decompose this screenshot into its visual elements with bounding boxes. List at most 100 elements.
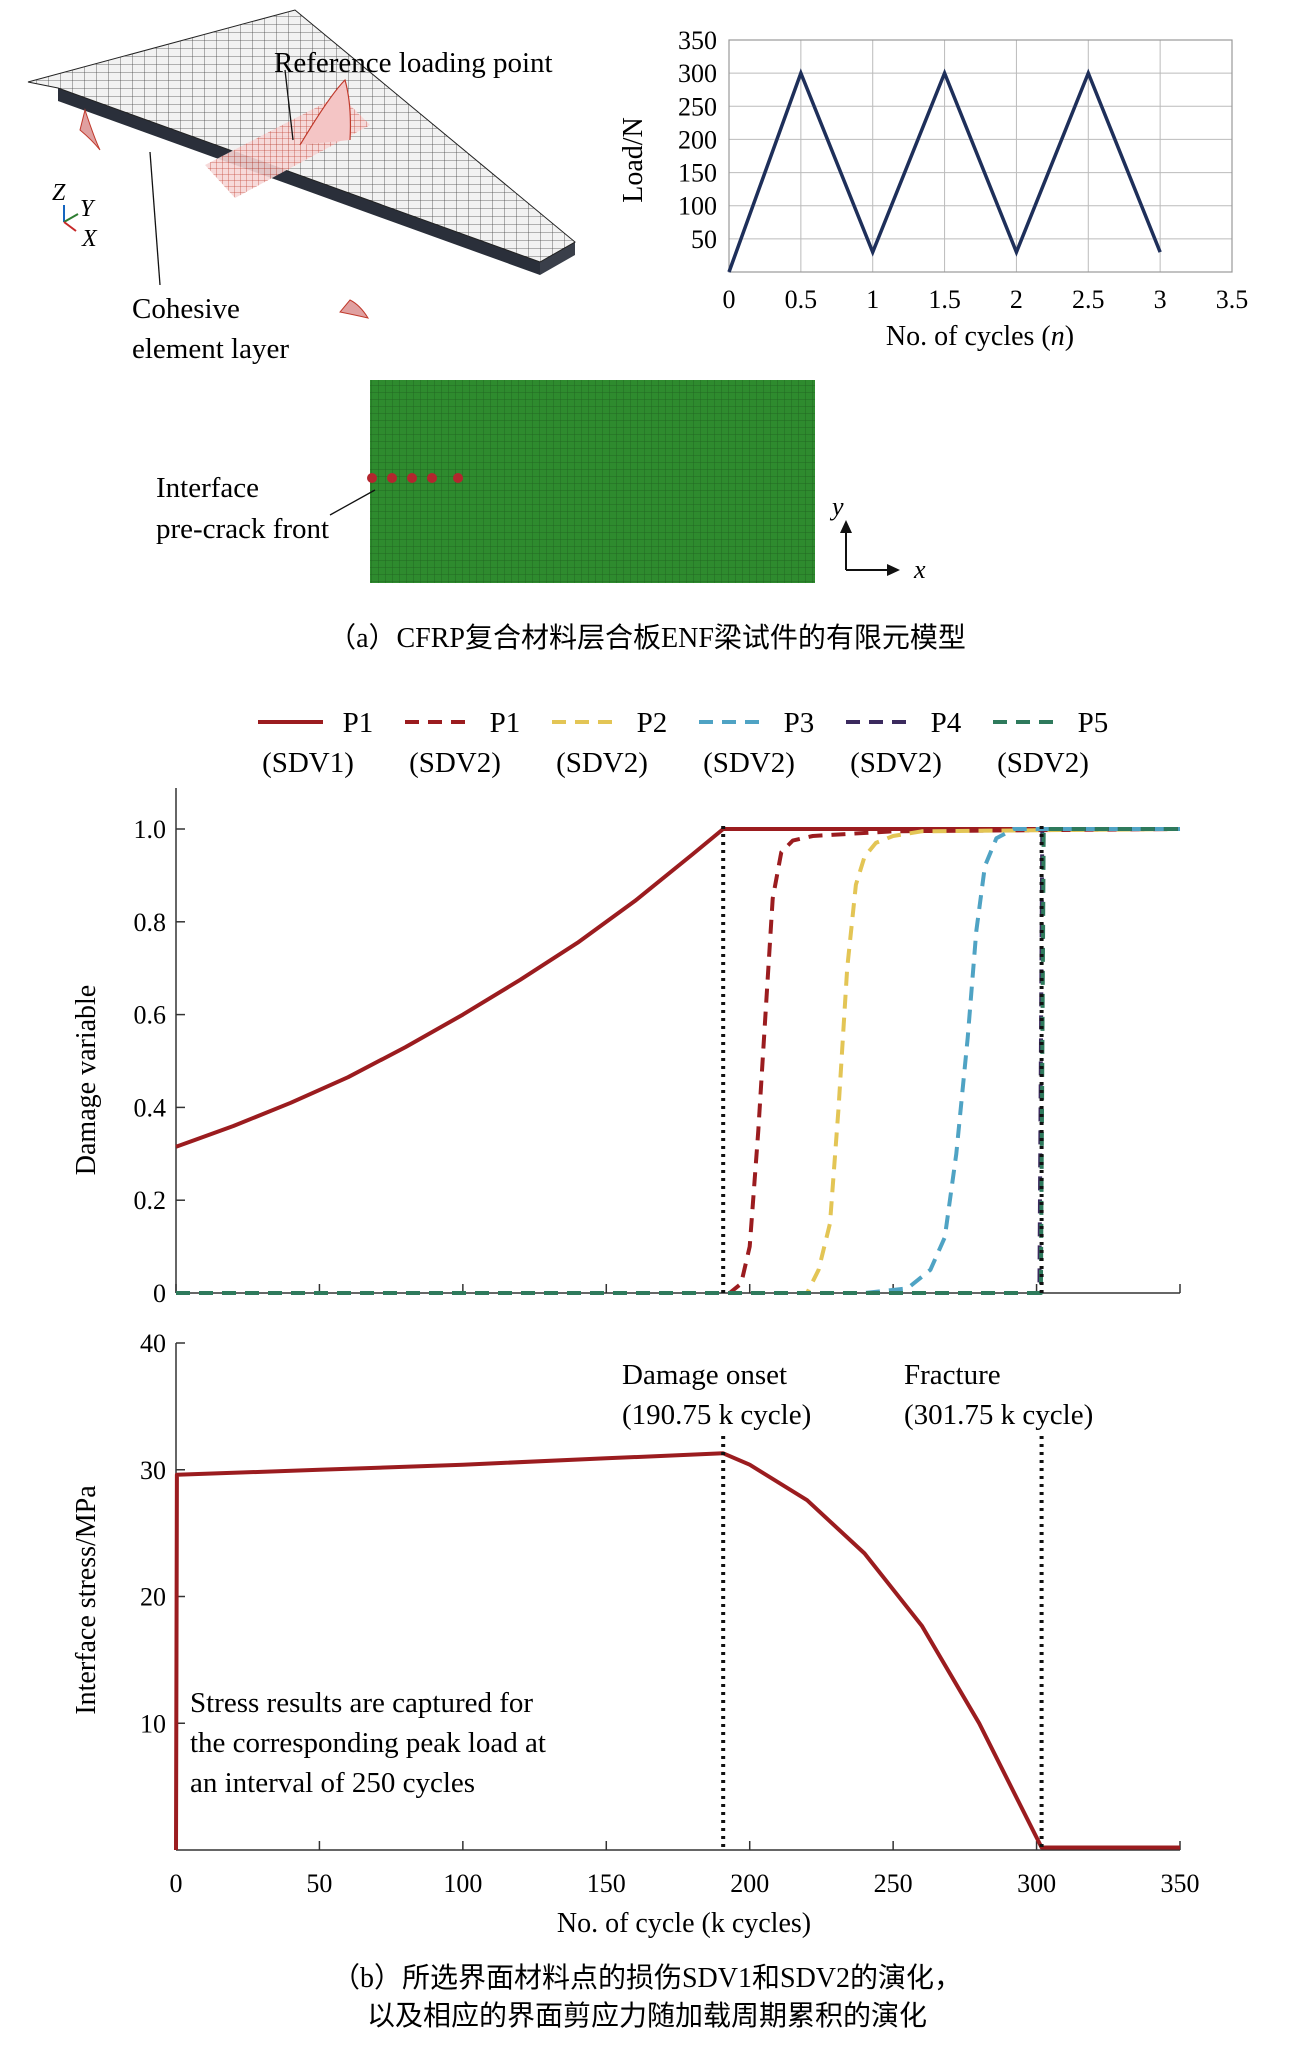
legend-sublabel: (SDV1) [262, 747, 354, 779]
legend-label: P3 [784, 707, 815, 739]
damage-y-tick: 0.8 [134, 908, 167, 937]
stress-y-axis-label: Interface stress/MPa [71, 1485, 102, 1715]
stress-y-tick: 10 [140, 1709, 166, 1738]
stress-axis-ticks: 10 20 30 40 0 50 100 150 200 250 300 350 [140, 1329, 1200, 1898]
load-y-tick: 150 [678, 159, 717, 188]
panel-b-caption-line-2: 以及相应的界面剪应力随加载周期累积的演化 [367, 2000, 927, 2032]
stress-vertical-markers [721, 1436, 1044, 1850]
precrack-label-1: Interface [156, 472, 259, 504]
fe-mesh-2d [329, 380, 900, 583]
stress-x-tick: 0 [170, 1869, 183, 1898]
beam-side-face [58, 88, 540, 275]
triad-y-label: Y [80, 196, 96, 222]
damage-y-tick: 0.2 [134, 1186, 167, 1215]
load-x-tick: 2 [1010, 285, 1023, 314]
damage-chart: 0 0.2 0.4 0.6 0.8 1.0 Damage variable [71, 788, 1181, 1308]
right-support [339, 299, 370, 319]
left-support [79, 108, 101, 151]
stress-x-tick: 350 [1161, 1869, 1200, 1898]
load-x-axis-label: No. of cycles (n) [886, 321, 1074, 352]
cohesive-label-2: element layer [132, 333, 289, 365]
damage-series-group [175, 827, 1181, 1295]
cohesive-label-1: Cohesive [132, 293, 240, 325]
load-x-tick-labels: 0 0.5 1 1.5 2 2.5 3 3.5 [723, 285, 1249, 314]
damage-series-line [176, 827, 1180, 1295]
load-y-axis-label: Load/N [618, 117, 649, 203]
triad-x-label: X [81, 226, 98, 252]
stress-x-axis-label: No. of cycle (k cycles) [557, 1908, 811, 1939]
damage-y-tick: 0 [153, 1279, 166, 1308]
legend-label: P2 [637, 707, 668, 739]
stress-chart: 10 20 30 40 0 50 100 150 200 250 300 350 Interface … [71, 1329, 1200, 1939]
stress-series-group [174, 1451, 1180, 1851]
damage-series-line [175, 827, 1180, 1149]
cohesive-leader [149, 151, 161, 286]
reference-loading-label: Reference loading point [274, 47, 553, 79]
mesh-x-arrowhead-icon [887, 564, 900, 576]
load-x-tick: 0 [723, 285, 736, 314]
fracture-value: (301.75 k cycle) [904, 1399, 1093, 1431]
load-series-line [727, 68, 1162, 273]
triad-icon [63, 205, 79, 232]
damage-y-tick: 1.0 [134, 815, 167, 844]
legend-sublabel: (SDV2) [703, 747, 795, 779]
load-x-tick: 0.5 [785, 285, 818, 314]
load-chart-grid [728, 39, 1233, 272]
damage-series-line [176, 827, 1180, 1295]
stress-note-1: Stress results are captured for [190, 1687, 533, 1719]
legend-sublabel: (SDV2) [850, 747, 942, 779]
fracture-label: Fracture [904, 1359, 1001, 1391]
load-x-tick: 3.5 [1216, 285, 1249, 314]
legend-label: P1 [490, 707, 521, 739]
precrack-leader [329, 489, 376, 516]
legend-label: P5 [1078, 707, 1109, 739]
damage-axis-ticks: 0 0.2 0.4 0.6 0.8 1.0 [134, 815, 1181, 1308]
fe-model-3d [27, 9, 576, 319]
legend-label: P1 [343, 707, 374, 739]
triad-z-label: Z [52, 180, 66, 206]
legend-sublabel: (SDV2) [409, 747, 501, 779]
damage-legend: P1 (SDV1) P1 (SDV2) P2 (SDV2) P3 (SDV2) P4 (SDV2)… [258, 707, 1108, 779]
loading-curve [299, 78, 352, 146]
stress-y-tick: 20 [140, 1583, 166, 1612]
stress-x-tick: 150 [587, 1869, 626, 1898]
stress-series-line [174, 1451, 1180, 1851]
load-x-tick: 3 [1154, 285, 1167, 314]
load-y-tick-labels: 50 100 150 200 250 300 350 [678, 26, 717, 254]
load-chart-frame [728, 39, 1233, 273]
load-x-tick: 2.5 [1072, 285, 1105, 314]
stress-x-tick: 50 [306, 1869, 332, 1898]
legend-sublabel: (SDV2) [556, 747, 648, 779]
stress-note-2: the corresponding peak load at [190, 1727, 546, 1759]
reference-leader [284, 69, 294, 141]
stress-y-tick: 30 [140, 1456, 166, 1485]
load-y-tick: 300 [678, 59, 717, 88]
damage-y-axis-label: Damage variable [71, 985, 102, 1175]
legend-sublabel: (SDV2) [997, 747, 1089, 779]
stress-note-3: an interval of 250 cycles [190, 1767, 475, 1799]
panel-a-caption: （a）CFRP复合材料层合板ENF梁试件的有限元模型 [328, 622, 966, 654]
damage-onset-label: Damage onset [622, 1359, 787, 1391]
stress-x-tick: 250 [874, 1869, 913, 1898]
stress-y-tick: 40 [140, 1329, 166, 1358]
load-y-tick: 50 [691, 225, 717, 254]
load-y-tick: 100 [678, 192, 717, 221]
load-x-tick: 1 [866, 285, 879, 314]
damage-series-line [176, 827, 1181, 1295]
panel-b-caption-line-1: （b）所选界面材料点的损伤SDV1和SDV2的演化， [332, 1962, 962, 1994]
damage-onset-value: (190.75 k cycle) [622, 1399, 811, 1431]
load-x-tick: 1.5 [928, 285, 961, 314]
stress-x-tick: 100 [443, 1869, 482, 1898]
damage-series-line [176, 827, 1180, 1295]
stress-x-tick: 300 [1017, 1869, 1056, 1898]
precrack-label-2: pre-crack front [156, 513, 329, 545]
mesh-x-label: x [913, 555, 926, 584]
mesh-y-arrowhead-icon [840, 520, 852, 533]
precrack-markers [367, 473, 463, 483]
stress-x-tick: 200 [730, 1869, 769, 1898]
damage-vertical-markers [721, 826, 1044, 1293]
legend-label: P4 [931, 707, 962, 739]
load-y-tick: 350 [678, 26, 717, 55]
load-chart: 50 100 150 200 250 300 350 0 0.5 1 1.5 2 2.5 3 3.5 Lo… [618, 26, 1248, 352]
